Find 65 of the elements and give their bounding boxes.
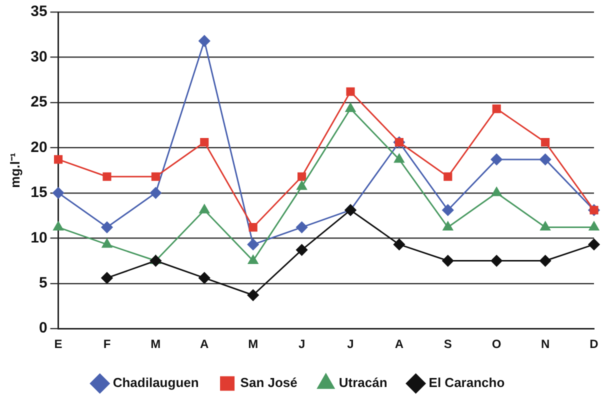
y-tick-label: 0 <box>38 320 48 337</box>
y-tick-label: 20 <box>30 138 48 156</box>
point <box>296 222 308 234</box>
legend-label: San José <box>240 375 298 390</box>
point <box>442 222 453 231</box>
point <box>296 244 308 256</box>
point <box>248 223 258 232</box>
x-tick-label: F <box>103 337 111 352</box>
point <box>345 103 356 112</box>
point <box>492 104 501 114</box>
point <box>101 222 113 234</box>
legend-label: Utracán <box>338 375 388 390</box>
x-tick-label: J <box>347 337 354 352</box>
y-tick-label: 10 <box>30 229 48 246</box>
y-tick-label: 30 <box>30 48 48 66</box>
point <box>442 255 454 267</box>
point <box>200 138 209 147</box>
point <box>393 238 405 250</box>
point <box>248 255 258 264</box>
point <box>198 35 210 47</box>
point <box>150 255 162 267</box>
y-axis-title: mg.l⁻¹ <box>7 152 22 188</box>
legend-label: El Carancho <box>428 375 505 390</box>
x-tick-label: A <box>394 337 404 352</box>
x-tick-label: J <box>298 337 306 352</box>
point <box>492 187 502 196</box>
point <box>247 238 259 250</box>
point <box>199 204 210 214</box>
point <box>540 222 550 231</box>
y-tick-label: 25 <box>30 94 48 111</box>
point <box>444 172 452 181</box>
point <box>490 154 502 166</box>
x-tick-label: M <box>248 337 258 352</box>
point <box>296 180 307 190</box>
x-tick-label: D <box>590 337 599 352</box>
point <box>298 172 306 181</box>
y-tick-label: 35 <box>30 3 48 20</box>
x-tick-label: E <box>54 337 62 352</box>
point <box>346 87 355 96</box>
point <box>541 138 550 147</box>
x-tick-label: A <box>200 337 210 352</box>
point <box>150 187 162 199</box>
point <box>52 187 64 199</box>
x-tick-label: N <box>540 337 550 352</box>
point <box>247 289 259 301</box>
point <box>394 154 404 163</box>
point <box>588 238 600 250</box>
point <box>102 172 112 181</box>
point <box>490 255 502 267</box>
x-tick-label: O <box>492 337 502 352</box>
point <box>53 222 64 231</box>
point <box>101 272 113 284</box>
point <box>540 255 552 267</box>
legend-label: Chadilauguen <box>112 375 199 390</box>
x-tick-label: S <box>444 337 452 352</box>
y-tick-label: 5 <box>38 274 48 292</box>
point <box>540 154 552 166</box>
point <box>442 204 454 216</box>
point <box>102 238 112 248</box>
y-tick-label: 15 <box>30 184 48 202</box>
point <box>151 172 160 181</box>
point <box>588 222 600 231</box>
point <box>54 155 63 164</box>
point <box>198 272 210 284</box>
x-tick-label: M <box>150 337 161 352</box>
